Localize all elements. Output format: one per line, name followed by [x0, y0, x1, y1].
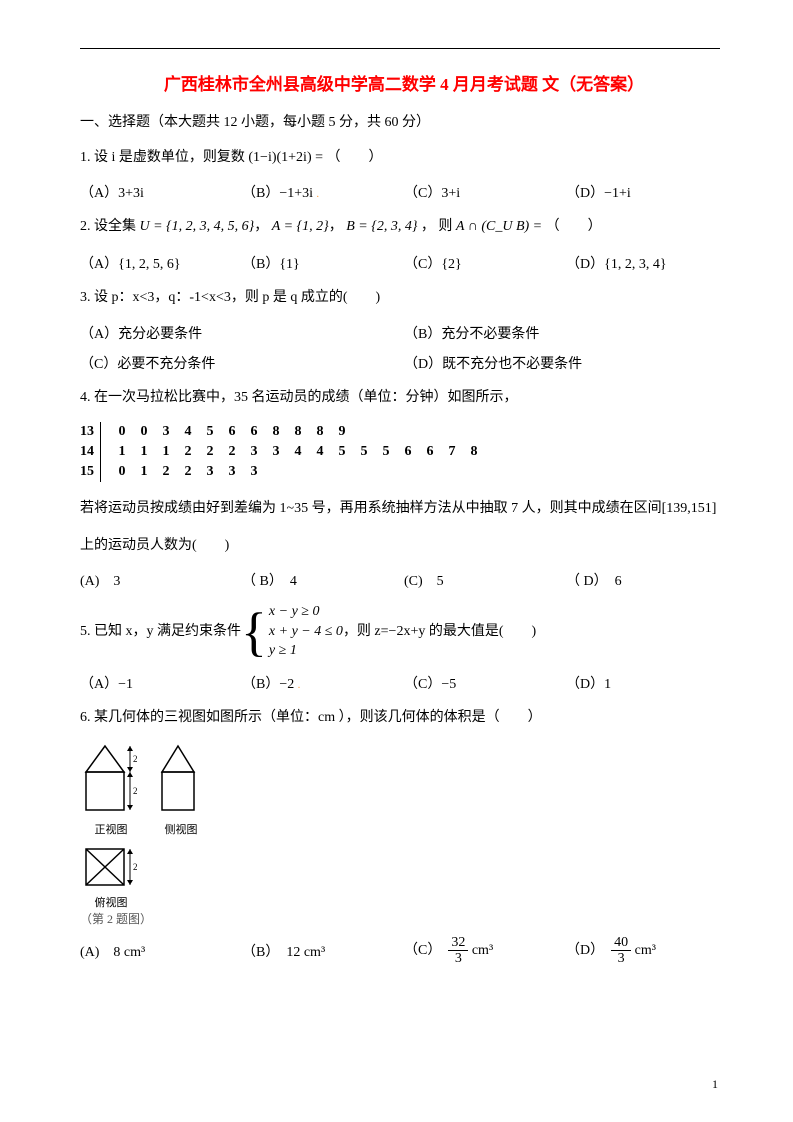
- stem-13: 13: [80, 422, 94, 442]
- q3-optC: （C）必要不充分条件: [80, 353, 404, 373]
- q2-optB: （B）{1}: [242, 253, 404, 273]
- top-view: 2 俯视图: [80, 843, 142, 910]
- q4-options: (A) 3 （ B） 4 (C) 5 （ D） 6: [80, 570, 728, 590]
- constraint-2: x + y − 4 ≤ 0: [269, 622, 343, 642]
- q2-optC: （C）{2}: [404, 253, 566, 273]
- q5-optC: （C）−5: [404, 673, 566, 693]
- leaf-column: 00345668889 11122233445556678 0122333: [101, 422, 485, 482]
- q3-stem: 3. 设 p：x<3，q：-1<x<3，则 p 是 q 成立的( ): [80, 285, 728, 310]
- q3-optB: （B）充分不必要条件: [404, 323, 728, 343]
- page-number: 1: [712, 1077, 718, 1092]
- q5-optA: （A）−1: [80, 673, 242, 693]
- front-view-label: 正视图: [80, 821, 142, 837]
- leaf-row-14: 11122233445556678: [111, 442, 485, 462]
- stem-14: 14: [80, 442, 94, 462]
- q5-optD: （D）1: [566, 673, 728, 693]
- q1-optC: （C）3+i: [404, 182, 566, 202]
- front-view: 2 2 正视图: [80, 742, 142, 837]
- left-brace-icon: {: [241, 605, 267, 659]
- q1-optA: （A）3+3i: [80, 182, 242, 202]
- leaf-row-13: 00345668889: [111, 422, 485, 442]
- q3-options: （A）充分必要条件 （B）充分不必要条件 （C）必要不充分条件 （D）既不充分也…: [80, 323, 728, 373]
- constraint-3: y ≥ 1: [269, 641, 343, 661]
- q4-optB: （ B） 4: [242, 570, 404, 590]
- q6-optD: （D） 403 cm³: [566, 935, 728, 967]
- exam-title: 广西桂林市全州县高级中学高二数学 4 月月考试题 文（无答案）: [80, 70, 728, 95]
- q4-stem2: 若将运动员按成绩由好到差编为 1~35 号，再用系统抽样方法从中抽取 7 人，则…: [80, 496, 728, 521]
- q3-optA: （A）充分必要条件: [80, 323, 404, 343]
- side-view: 侧视图: [156, 742, 206, 837]
- q6-options: (A) 8 cm³ （B） 12 cm³ （C） 323 cm³ （D） 403…: [80, 935, 728, 967]
- q2-A: A = {1, 2}: [272, 219, 329, 234]
- q1-stem: 1. 设 i 是虚数单位，则复数 (1−i)(1+2i) = （ ）: [80, 145, 728, 170]
- q5-options: （A）−1 （B）−2 . （C）−5 （D）1: [80, 673, 728, 693]
- q6-stem: 6. 某几何体的三视图如图所示（单位：cm ），则该几何体的体积是（ ）: [80, 705, 728, 730]
- q2-optD: （D）{1, 2, 3, 4}: [566, 253, 728, 273]
- q5-optB: （B）−2 .: [242, 673, 404, 693]
- section-heading: 一、选择题（本大题共 12 小题，每小题 5 分，共 60 分）: [80, 111, 728, 131]
- q4-stem3: 上的运动员人数为( ): [80, 533, 728, 558]
- q1-tail: （ ）: [327, 150, 383, 165]
- q2-U: U = {1, 2, 3, 4, 5, 6}: [140, 219, 255, 234]
- stem-leaf-plot: 13 14 15 00345668889 11122233445556678 0…: [80, 422, 728, 482]
- top-view-label: 俯视图: [80, 894, 142, 910]
- svg-text:2: 2: [133, 786, 138, 796]
- q3-optD: （D）既不充分也不必要条件: [404, 353, 728, 373]
- q4-optC: (C) 5: [404, 570, 566, 590]
- q1-text: 1. 设 i 是虚数单位，则复数: [80, 150, 245, 165]
- q5-text: 5. 已知 x，y 满足约束条件: [80, 619, 241, 644]
- q2-then: ， 则: [421, 219, 453, 234]
- q2-expr: A ∩ (C_U B) =: [456, 219, 542, 234]
- q4-stem: 4. 在一次马拉松比赛中，35 名运动员的成绩（单位：分钟）如图所示，: [80, 385, 728, 410]
- q6-optB: （B） 12 cm³: [242, 941, 404, 961]
- q6-optC: （C） 323 cm³: [404, 935, 566, 967]
- q5-stem: 5. 已知 x，y 满足约束条件 { x − y ≥ 0 x + y − 4 ≤…: [80, 602, 728, 661]
- q1-options: （A）3+3i （B）−1+3i . （C）3+i （D）−1+i: [80, 182, 728, 202]
- q1-optB: （B）−1+3i .: [242, 182, 404, 202]
- views-caption: （第 2 题图）: [80, 910, 728, 927]
- three-views-diagram: 2 2 正视图 侧视图: [80, 742, 728, 927]
- stem-column: 13 14 15: [80, 422, 101, 482]
- q6-optA: (A) 8 cm³: [80, 941, 242, 961]
- q2-B: B = {2, 3, 4}: [346, 219, 417, 234]
- q1-expr: (1−i)(1+2i) =: [248, 150, 323, 165]
- q2-optA: （A）{1, 2, 5, 6}: [80, 253, 242, 273]
- q2-stem: 2. 设全集 U = {1, 2, 3, 4, 5, 6}， A = {1, 2…: [80, 214, 728, 239]
- constraint-brace: { x − y ≥ 0 x + y − 4 ≤ 0 y ≥ 1: [241, 602, 343, 661]
- q1-optD: （D）−1+i: [566, 182, 728, 202]
- q4-optA: (A) 3: [80, 570, 242, 590]
- q2-tail: （ ）: [546, 219, 602, 234]
- q4-optD: （ D） 6: [566, 570, 728, 590]
- leaf-row-15: 0122333: [111, 462, 485, 482]
- constraint-1: x − y ≥ 0: [269, 602, 343, 622]
- side-view-label: 侧视图: [156, 821, 206, 837]
- svg-text:2: 2: [133, 754, 138, 764]
- q2-options: （A）{1, 2, 5, 6} （B）{1} （C）{2} （D）{1, 2, …: [80, 253, 728, 273]
- svg-text:2: 2: [133, 862, 138, 872]
- q2-text: 2. 设全集: [80, 219, 136, 234]
- q5-text2: ，则 z=−2x+y 的最大值是( ): [343, 619, 536, 644]
- stem-15: 15: [80, 462, 94, 482]
